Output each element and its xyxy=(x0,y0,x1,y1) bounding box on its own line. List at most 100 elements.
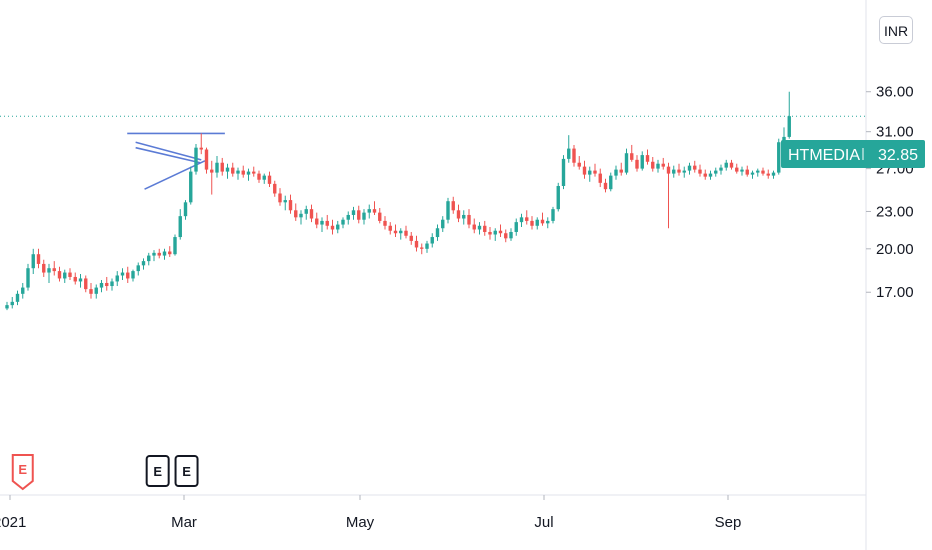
candle-body xyxy=(346,214,350,220)
candle-body xyxy=(572,148,576,163)
candle-body xyxy=(241,170,245,175)
candle-body xyxy=(57,271,62,279)
earnings-marker[interactable]: E xyxy=(145,455,170,487)
candle xyxy=(246,168,251,181)
candle-body xyxy=(393,230,398,234)
candle xyxy=(703,169,707,180)
candle xyxy=(409,231,413,245)
candle-body xyxy=(351,210,356,215)
candle-body xyxy=(514,222,518,232)
candle xyxy=(147,252,151,266)
candle xyxy=(451,196,455,214)
candle xyxy=(766,169,770,179)
candle-body xyxy=(483,225,487,232)
candle xyxy=(320,217,324,232)
candle-body xyxy=(724,162,728,168)
candle-body xyxy=(535,219,539,226)
candle xyxy=(682,166,686,178)
last-price-label: 32.85 xyxy=(878,147,918,164)
candle-body xyxy=(110,281,114,287)
candle-body xyxy=(294,210,298,218)
candle-body xyxy=(530,220,534,226)
candle xyxy=(173,234,177,256)
candle-body xyxy=(677,169,681,173)
candle-body xyxy=(94,287,98,294)
candle xyxy=(609,172,613,192)
candle-body xyxy=(136,265,140,272)
candle xyxy=(5,301,9,311)
candle-body xyxy=(115,275,119,282)
candle-body xyxy=(682,170,686,173)
candle xyxy=(357,205,361,224)
candle xyxy=(10,297,14,309)
candle xyxy=(546,217,550,229)
candle xyxy=(199,133,203,155)
earnings-marker[interactable]: E xyxy=(174,455,199,487)
candle xyxy=(420,243,424,255)
candle xyxy=(556,182,560,212)
candle xyxy=(283,195,287,211)
earnings-marker[interactable]: E xyxy=(11,454,34,491)
candle-body xyxy=(325,220,329,226)
candle-body xyxy=(42,263,46,273)
candle xyxy=(52,261,56,276)
candle xyxy=(572,144,576,167)
candle xyxy=(299,210,303,225)
currency-button[interactable]: INR xyxy=(879,16,913,44)
candle xyxy=(467,209,471,229)
candle xyxy=(94,284,98,299)
candle xyxy=(168,246,172,257)
candle xyxy=(204,147,209,174)
candle xyxy=(619,162,623,176)
time-tick: Sep xyxy=(715,495,741,531)
candle-body xyxy=(225,167,230,172)
candle-body xyxy=(624,153,629,173)
candle-body xyxy=(698,169,702,174)
candle-body xyxy=(509,231,513,239)
candle xyxy=(157,248,161,259)
candle xyxy=(645,149,650,165)
candle-body xyxy=(761,170,765,174)
candle-body xyxy=(756,170,760,173)
candle-body xyxy=(546,220,550,224)
candle xyxy=(588,166,592,182)
candle xyxy=(666,162,671,229)
candle xyxy=(378,207,382,224)
candle-body xyxy=(777,142,781,173)
candle-body xyxy=(493,230,497,235)
candle-body xyxy=(687,165,692,171)
candle xyxy=(624,148,629,175)
candle xyxy=(84,275,88,293)
time-axis[interactable]: 2021 Mar May Jul Sep xyxy=(0,495,741,531)
candle-body xyxy=(435,228,440,238)
candle-body xyxy=(21,287,25,294)
candle xyxy=(525,210,529,225)
candle-body xyxy=(740,169,744,172)
candle xyxy=(136,262,140,276)
candle xyxy=(131,269,135,282)
candle xyxy=(472,218,476,234)
candle-body xyxy=(73,276,77,282)
candle-body xyxy=(320,220,324,225)
candle xyxy=(31,248,35,275)
candle-body xyxy=(105,282,109,287)
candle-body xyxy=(78,278,83,282)
candle xyxy=(21,282,25,299)
candle xyxy=(540,212,545,226)
candle-body xyxy=(267,175,272,184)
candle xyxy=(672,165,676,178)
candle xyxy=(756,168,760,177)
candle xyxy=(404,225,408,239)
candle xyxy=(745,165,749,177)
candle-body xyxy=(246,171,251,175)
candle xyxy=(178,209,182,240)
price-tick: 31.00 xyxy=(866,124,914,141)
candle-body xyxy=(708,173,713,177)
candle xyxy=(661,157,665,170)
earnings-marker-label: E xyxy=(182,464,191,479)
candle-body xyxy=(210,169,214,173)
candle-body xyxy=(567,148,571,159)
